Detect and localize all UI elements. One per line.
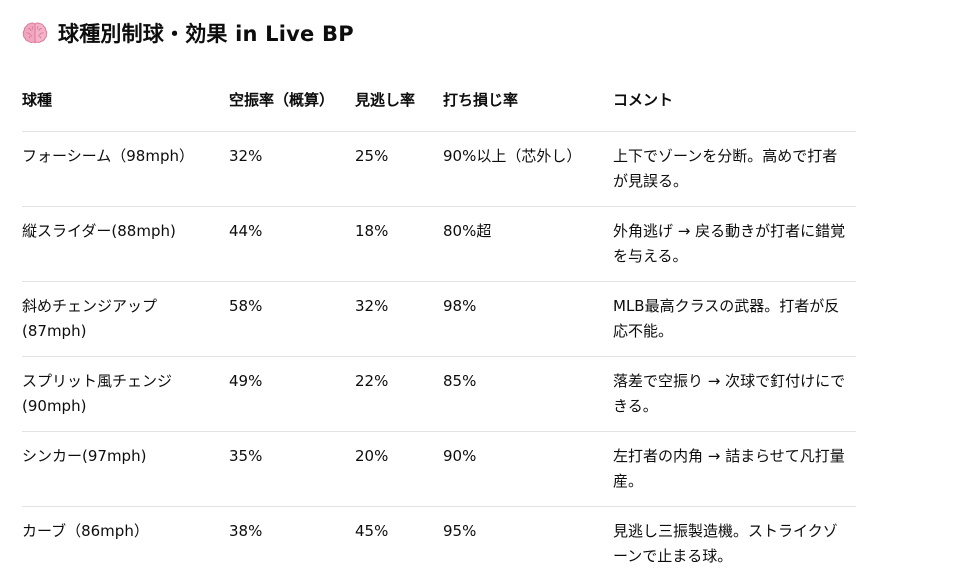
cell-pitch-type: スプリット風チェンジ(90mph) (22, 357, 229, 432)
cell-weak-contact-rate: 98% (443, 282, 613, 357)
header-called-strike-rate: 見逃し率 (355, 72, 443, 132)
cell-weak-contact-rate: 90%以上（芯外し） (443, 132, 613, 207)
header-comment: コメント (613, 72, 856, 132)
cell-whiff-rate: 32% (229, 132, 355, 207)
header-weak-contact-rate: 打ち損じ率 (443, 72, 613, 132)
cell-text: 上下でゾーンを分断。高めで打者が見誤る。 (613, 144, 856, 194)
table-row: 斜めチェンジアップ(87mph) 58% 32% 98% MLB最高クラスの武器… (22, 282, 856, 357)
cell-text: 斜めチェンジアップ(87mph) (22, 294, 229, 344)
table-row: 縦スライダー(88mph) 44% 18% 80%超 外角逃げ → 戻る動きが打… (22, 207, 856, 282)
cell-text: 縦スライダー(88mph) (22, 219, 229, 244)
cell-text: 見逃し三振製造機。ストライクゾーンで止まる球。 (613, 519, 856, 569)
cell-called-strike-rate: 45% (355, 507, 443, 581)
cell-whiff-rate: 44% (229, 207, 355, 282)
cell-comment: 落差で空振り → 次球で釘付けにできる。 (613, 357, 856, 432)
table-row: カーブ（86mph） 38% 45% 95% 見逃し三振製造機。ストライクゾーン… (22, 507, 856, 581)
brain-icon (22, 20, 48, 46)
cell-weak-contact-rate: 90% (443, 432, 613, 507)
table-header-row: 球種 空振率（概算） 見逃し率 打ち損じ率 コメント (22, 72, 856, 132)
cell-comment: 見逃し三振製造機。ストライクゾーンで止まる球。 (613, 507, 856, 581)
cell-weak-contact-rate: 85% (443, 357, 613, 432)
cell-text: カーブ（86mph） (22, 519, 229, 544)
cell-called-strike-rate: 22% (355, 357, 443, 432)
cell-text: 外角逃げ → 戻る動きが打者に錯覚を与える。 (613, 219, 856, 269)
cell-text: フォーシーム（98mph） (22, 144, 229, 169)
cell-whiff-rate: 49% (229, 357, 355, 432)
cell-comment: 上下でゾーンを分断。高めで打者が見誤る。 (613, 132, 856, 207)
cell-text: 左打者の内角 → 詰まらせて凡打量産。 (613, 444, 856, 494)
cell-called-strike-rate: 20% (355, 432, 443, 507)
cell-text: シンカー(97mph) (22, 444, 229, 469)
page-title: 球種別制球・効果 in Live BP (22, 14, 862, 52)
table-row: スプリット風チェンジ(90mph) 49% 22% 85% 落差で空振り → 次… (22, 357, 856, 432)
cell-pitch-type: 縦スライダー(88mph) (22, 207, 229, 282)
cell-pitch-type: シンカー(97mph) (22, 432, 229, 507)
cell-called-strike-rate: 18% (355, 207, 443, 282)
cell-weak-contact-rate: 95% (443, 507, 613, 581)
cell-weak-contact-rate: 80%超 (443, 207, 613, 282)
cell-whiff-rate: 38% (229, 507, 355, 581)
pitch-effect-table: 球種 空振率（概算） 見逃し率 打ち損じ率 コメント フォーシーム（98mph）… (22, 72, 856, 581)
cell-called-strike-rate: 32% (355, 282, 443, 357)
cell-pitch-type: フォーシーム（98mph） (22, 132, 229, 207)
cell-comment: 外角逃げ → 戻る動きが打者に錯覚を与える。 (613, 207, 856, 282)
cell-pitch-type: カーブ（86mph） (22, 507, 229, 581)
cell-text: スプリット風チェンジ(90mph) (22, 369, 229, 419)
cell-text: 落差で空振り → 次球で釘付けにできる。 (613, 369, 856, 419)
header-whiff-rate: 空振率（概算） (229, 72, 355, 132)
document-page: 球種別制球・効果 in Live BP 球種 空振率（概算） 見逃し率 打ち損じ… (22, 14, 862, 581)
cell-pitch-type: 斜めチェンジアップ(87mph) (22, 282, 229, 357)
cell-whiff-rate: 58% (229, 282, 355, 357)
cell-whiff-rate: 35% (229, 432, 355, 507)
table-row: シンカー(97mph) 35% 20% 90% 左打者の内角 → 詰まらせて凡打… (22, 432, 856, 507)
cell-comment: 左打者の内角 → 詰まらせて凡打量産。 (613, 432, 856, 507)
page-title-text: 球種別制球・効果 in Live BP (58, 18, 354, 48)
cell-called-strike-rate: 25% (355, 132, 443, 207)
cell-text: MLB最高クラスの武器。打者が反応不能。 (613, 294, 856, 344)
header-pitch-type: 球種 (22, 72, 229, 132)
cell-comment: MLB最高クラスの武器。打者が反応不能。 (613, 282, 856, 357)
table-row: フォーシーム（98mph） 32% 25% 90%以上（芯外し） 上下でゾーンを… (22, 132, 856, 207)
